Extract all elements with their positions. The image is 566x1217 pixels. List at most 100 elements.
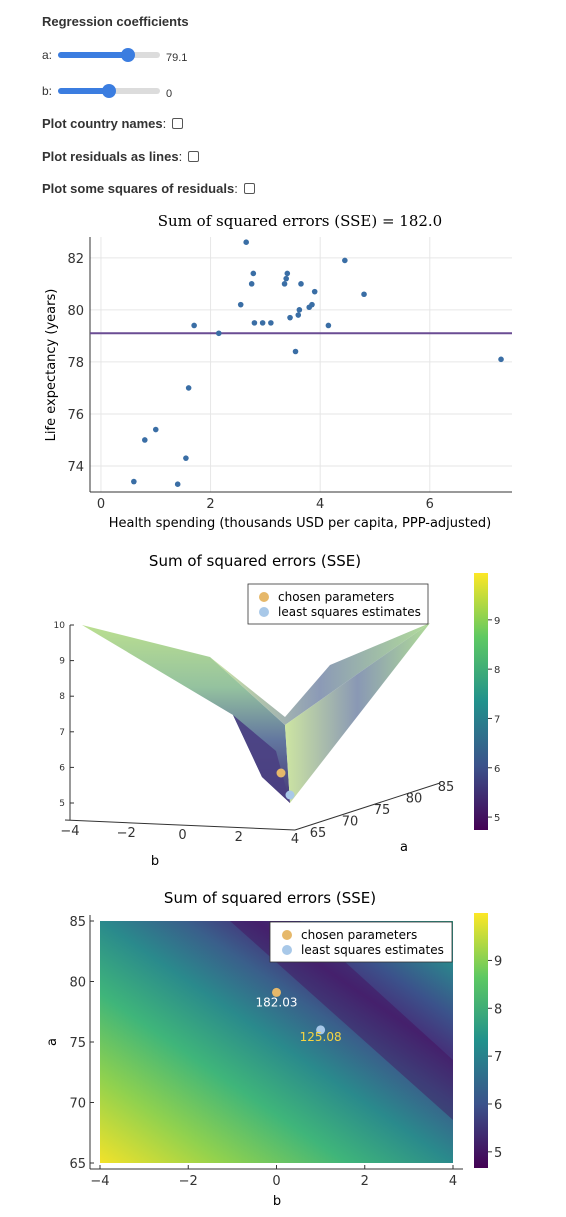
surface-cbtick-label: 5 [494, 813, 500, 824]
checkbox-residual-lines[interactable] [188, 151, 200, 162]
surface-btick-label: 2 [235, 830, 243, 845]
surface-ztick-label: 9 [59, 657, 65, 667]
surface-lse-marker [285, 790, 295, 800]
heatmap-ytick-label: 65 [69, 1157, 86, 1172]
scatter-xlabel: Health spending (thousands USD per capit… [109, 516, 491, 531]
scatter-point [298, 281, 304, 287]
heatmap-legend-chosen-swatch [282, 930, 292, 940]
heatmap-legend-lse: least squares estimates [301, 943, 444, 957]
surface-legend-chosen: chosen parameters [278, 590, 394, 604]
surface-ztick-label: 6 [59, 763, 65, 773]
scatter-point [295, 312, 302, 318]
surface-b-axis [64, 819, 296, 831]
scatter-xtick-label: 0 [97, 497, 105, 512]
surface-atick-label: 65 [310, 826, 327, 841]
slider-b-label: b: [42, 84, 53, 98]
surface-left-face [82, 625, 290, 803]
slider-a[interactable] [58, 48, 160, 62]
heatmap-cbtick-label: 7 [494, 1050, 502, 1065]
scatter-point [243, 239, 249, 246]
scatter-ytick-label: 78 [67, 356, 84, 371]
surface-btick-label: 0 [178, 828, 186, 843]
controls-title: Regression coefficients [42, 14, 189, 29]
slider-b-row: b: 0 [42, 84, 172, 100]
surface-cbtick-label: 7 [494, 714, 500, 725]
surface-legend-lse: least squares estimates [278, 605, 421, 619]
scatter-point [248, 281, 255, 287]
surface-cbtick-label: 9 [494, 616, 500, 627]
scatter-point [237, 301, 244, 308]
scatter-xtick-label: 4 [316, 497, 324, 512]
scatter-point [251, 320, 258, 326]
surface-btick-label: −2 [117, 826, 136, 841]
checkbox-row-country-names: Plot country names: [42, 116, 184, 131]
heatmap-ytick-label: 70 [69, 1097, 86, 1112]
surface-legend-lse-swatch [259, 607, 269, 617]
scatter-point [498, 356, 504, 363]
heatmap-cbtick-label: 8 [494, 1002, 502, 1017]
scatter-point [183, 455, 189, 461]
surface-btick-label: −4 [60, 824, 79, 839]
scatter-ytick-label: 80 [67, 304, 84, 319]
scatter-point [174, 481, 181, 487]
slider-b[interactable] [58, 84, 160, 98]
checkbox-residual-squares[interactable] [243, 183, 255, 194]
scatter-point [283, 275, 290, 282]
checkbox-label-residual-squares: Plot some squares of residuals [42, 181, 235, 196]
heatmap-xlabel: b [273, 1194, 281, 1209]
scatter-point [309, 301, 315, 308]
heatmap-chart: Sum of squared errors (SSE) −4 −2 0 2 465707… [45, 889, 502, 1209]
scatter-point [259, 320, 266, 326]
heatmap-legend-chosen: chosen parameters [301, 928, 417, 942]
surface-ylabel: a [400, 840, 408, 855]
heatmap-xtick-label: −4 [90, 1174, 109, 1189]
scatter-point [342, 257, 348, 264]
heatmap-xtick-label: 4 [449, 1174, 457, 1189]
checkbox-label-country-names: Plot country names [42, 116, 163, 131]
scatter-point [311, 288, 318, 295]
scatter-ytick-label: 76 [67, 408, 84, 423]
surface-legend: chosen parameters least squares estimate… [247, 583, 429, 625]
slider-a-row: a: 79.1 [42, 48, 188, 64]
heatmap-ylabel: a [45, 1038, 60, 1046]
heatmap-marker-label: 182.03 [256, 995, 298, 1009]
surface-ztick-label: 7 [59, 728, 65, 738]
surface-valley [233, 715, 290, 803]
surface-ztick-label: 10 [54, 621, 66, 631]
surface-a-axis [294, 782, 441, 831]
surface-chart: Sum of squared errors (SSE) 5 6 7 8 9 10 −4 −2… [54, 552, 501, 869]
heatmap-ytick-label: 75 [69, 1036, 86, 1051]
surface-xlabel: b [151, 854, 159, 869]
surface-back-face [210, 623, 430, 725]
surface-atick-label: 85 [438, 780, 455, 795]
heatmap-xtick-label: 2 [361, 1174, 369, 1189]
scatter-point [191, 322, 197, 329]
heatmap-cbtick-label: 5 [494, 1146, 502, 1161]
scatter-point [152, 426, 159, 433]
scatter-xtick-label: 2 [206, 497, 214, 512]
scatter-point [287, 314, 293, 321]
slider-b-thumb[interactable] [102, 84, 116, 98]
surface-cbtick-label: 8 [494, 665, 500, 676]
surface-atick-label: 70 [342, 815, 359, 830]
checkbox-country-names[interactable] [172, 118, 184, 129]
checkbox-row-residual-lines: Plot residuals as lines: [42, 149, 200, 164]
surface-ztick-label: 8 [59, 692, 65, 702]
scatter-point [185, 385, 192, 391]
surface-atick-label: 75 [374, 803, 391, 818]
slider-a-fill [58, 52, 129, 58]
surface-atick-label: 80 [406, 792, 423, 807]
heatmap-xtick-label: −2 [179, 1174, 198, 1189]
scatter-point [281, 281, 288, 287]
scatter-ytick-label: 74 [67, 460, 84, 475]
heatmap-ytick-label: 80 [69, 976, 86, 991]
scatter-xtick-label: 6 [426, 497, 434, 512]
scatter-chart: Sum of squared errors (SSE) = 182.0 0 2 4 6… [44, 212, 512, 531]
surface-chosen-marker [276, 768, 286, 778]
surface-cbtick-label: 6 [494, 764, 500, 775]
slider-a-value: 79.1 [166, 52, 188, 64]
slider-a-thumb[interactable] [121, 48, 136, 62]
checkbox-row-residual-squares: Plot some squares of residuals: [42, 181, 255, 196]
heatmap-cbtick-label: 9 [494, 954, 502, 969]
scatter-point [131, 478, 137, 485]
